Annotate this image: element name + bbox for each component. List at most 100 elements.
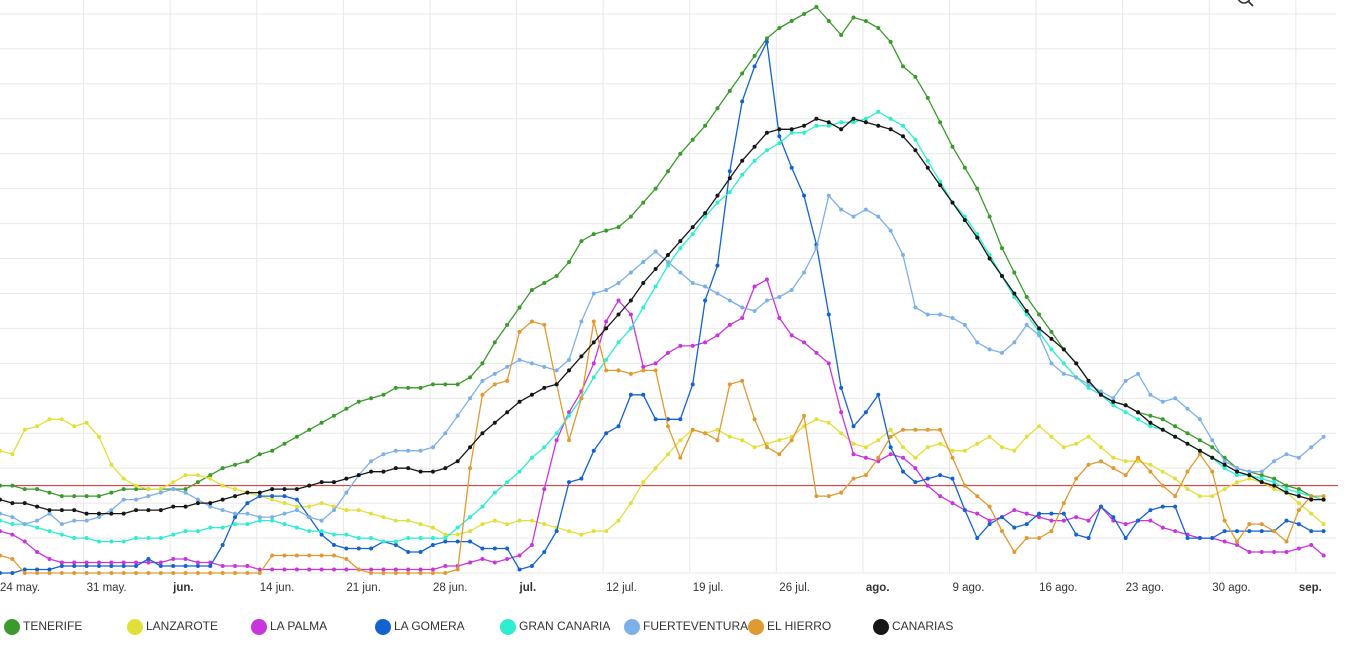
- x-tick-label: 23 ago.: [1126, 582, 1164, 594]
- data-point: [1247, 469, 1252, 474]
- data-point: [1259, 469, 1264, 474]
- data-point: [1012, 270, 1017, 275]
- data-point: [641, 281, 646, 286]
- data-point: [876, 455, 881, 460]
- data-point: [158, 536, 163, 541]
- data-point: [84, 560, 89, 565]
- data-point: [950, 315, 955, 320]
- legend-item[interactable]: GRAN CANARIA: [500, 619, 610, 635]
- data-point: [1259, 550, 1264, 555]
- x-tick-label: 28 jun.: [433, 582, 468, 594]
- data-point: [257, 515, 262, 520]
- legend-item[interactable]: FUERTEVENTURA: [624, 619, 748, 635]
- data-point: [1185, 406, 1190, 411]
- data-point: [146, 557, 151, 562]
- data-point: [616, 424, 621, 429]
- data-point: [690, 137, 695, 142]
- data-point: [876, 214, 881, 219]
- data-point: [10, 483, 15, 488]
- data-point: [1296, 522, 1301, 527]
- data-point: [777, 25, 782, 30]
- data-point: [1173, 424, 1178, 429]
- data-point: [1049, 518, 1054, 523]
- data-point: [591, 448, 596, 453]
- data-point: [96, 539, 101, 544]
- data-point: [839, 120, 844, 125]
- data-point: [443, 539, 448, 544]
- data-point: [542, 322, 547, 327]
- data-point: [789, 333, 794, 338]
- data-point: [381, 392, 386, 397]
- data-point: [1296, 508, 1301, 513]
- data-point: [381, 515, 386, 520]
- data-point: [542, 522, 547, 527]
- data-point: [233, 487, 238, 492]
- data-point: [604, 319, 609, 324]
- data-point: [554, 368, 559, 373]
- legend-item[interactable]: TENERIFE: [4, 619, 82, 635]
- data-point: [455, 532, 460, 537]
- data-point: [134, 560, 139, 565]
- data-point: [1222, 462, 1227, 467]
- data-point: [220, 508, 225, 513]
- data-point: [938, 120, 943, 125]
- data-point: [1049, 361, 1054, 366]
- data-point: [1197, 448, 1202, 453]
- data-point: [443, 431, 448, 436]
- data-point: [938, 312, 943, 317]
- data-point: [220, 564, 225, 569]
- data-point: [826, 193, 831, 198]
- legend-item[interactable]: LANZAROTE: [127, 619, 218, 635]
- data-point: [134, 487, 139, 492]
- data-point: [529, 392, 534, 397]
- data-point: [47, 571, 52, 575]
- data-point: [96, 494, 101, 499]
- data-point: [628, 270, 633, 275]
- data-point: [542, 385, 547, 390]
- x-tick-label: 24 may.: [0, 582, 40, 594]
- data-point: [1235, 473, 1239, 478]
- data-point: [257, 490, 262, 495]
- data-point: [789, 130, 794, 135]
- data-point: [183, 571, 188, 575]
- series-line: [0, 195, 1325, 525]
- data-point: [591, 375, 596, 380]
- data-point: [1123, 522, 1128, 527]
- data-point: [220, 497, 225, 502]
- data-point: [1235, 543, 1239, 548]
- data-point: [715, 333, 720, 338]
- data-point: [802, 413, 807, 418]
- data-point: [1222, 459, 1227, 464]
- data-point: [1012, 550, 1017, 555]
- data-point: [356, 508, 361, 513]
- data-point: [1098, 459, 1103, 464]
- data-point: [628, 312, 633, 317]
- data-point: [270, 494, 275, 499]
- data-point: [1197, 452, 1202, 457]
- data-point: [752, 158, 757, 163]
- data-point: [84, 494, 89, 499]
- data-point: [1185, 441, 1190, 446]
- data-point: [1012, 340, 1017, 345]
- data-point: [430, 525, 435, 530]
- data-point: [121, 560, 126, 565]
- legend-item[interactable]: LA PALMA: [251, 619, 327, 635]
- data-point: [1160, 469, 1165, 474]
- data-point: [764, 298, 769, 303]
- data-point: [195, 473, 200, 478]
- legend-item[interactable]: LA GOMERA: [375, 619, 465, 635]
- data-point: [579, 476, 584, 481]
- data-point: [517, 399, 522, 404]
- data-point: [925, 158, 930, 163]
- legend-item[interactable]: EL HIERRO: [748, 619, 831, 635]
- data-point: [567, 413, 572, 418]
- data-point: [567, 438, 572, 443]
- data-point: [975, 235, 980, 240]
- data-point: [195, 529, 200, 534]
- data-point: [999, 445, 1004, 450]
- data-point: [418, 469, 423, 474]
- data-point: [307, 553, 312, 558]
- legend-item[interactable]: CANARIAS: [873, 619, 953, 635]
- search-icon[interactable]: [1237, 0, 1254, 7]
